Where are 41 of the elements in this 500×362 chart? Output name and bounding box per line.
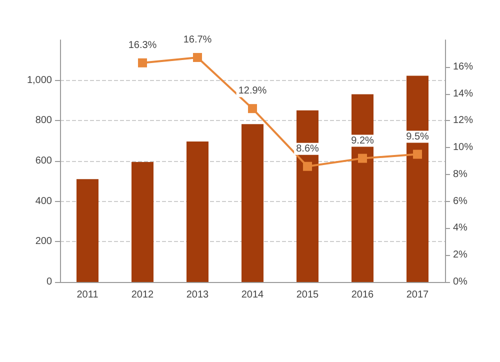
y-tick-label: 200 bbox=[35, 236, 52, 248]
bar bbox=[296, 110, 318, 282]
point bbox=[303, 162, 312, 171]
point bbox=[358, 154, 367, 163]
y2-tick-label: 8% bbox=[453, 168, 468, 180]
y2-tick-label: 16% bbox=[453, 61, 474, 72]
y2-tick-label: 4% bbox=[453, 222, 468, 234]
y-tick-label: 600 bbox=[35, 156, 52, 166]
y2-tick-label: 6% bbox=[453, 196, 468, 207]
x-tick-label: 2011 bbox=[76, 290, 99, 300]
bar bbox=[186, 141, 208, 282]
y2-tick-label: 12% bbox=[453, 115, 474, 126]
x-tick-label: 2013 bbox=[186, 290, 210, 300]
data-label: 16.3% bbox=[128, 40, 157, 51]
bar bbox=[352, 94, 374, 282]
y2-tick-label: 14% bbox=[453, 88, 474, 100]
bar bbox=[132, 162, 154, 282]
point bbox=[413, 150, 422, 159]
x-tick-label: 2014 bbox=[241, 290, 264, 300]
data-label: 8.6% bbox=[296, 143, 320, 154]
y-tick-label: 0 bbox=[46, 276, 52, 288]
point bbox=[138, 58, 147, 68]
y-tick-label: 800 bbox=[35, 115, 52, 126]
y-tick-label: 400 bbox=[35, 196, 52, 207]
data-label: 16.7% bbox=[183, 34, 212, 46]
data-label: 12.9% bbox=[238, 86, 267, 97]
x-tick-label: 2017 bbox=[406, 290, 430, 300]
x-tick-label: 2012 bbox=[131, 290, 154, 300]
y2-tick-label: 2% bbox=[453, 250, 468, 261]
data-label: 9.5% bbox=[406, 131, 430, 142]
data-label: 9.2% bbox=[351, 135, 374, 146]
y2-tick-label: 0% bbox=[453, 276, 468, 288]
x-tick-label: 2016 bbox=[351, 290, 374, 300]
bar bbox=[406, 76, 428, 282]
bar bbox=[76, 179, 98, 282]
x-tick-label: 2015 bbox=[296, 290, 320, 300]
bar bbox=[242, 124, 264, 282]
point bbox=[248, 104, 257, 114]
point bbox=[193, 52, 202, 62]
y-tick-label: 1,000 bbox=[26, 74, 52, 86]
y2-tick-label: 10% bbox=[453, 142, 474, 154]
